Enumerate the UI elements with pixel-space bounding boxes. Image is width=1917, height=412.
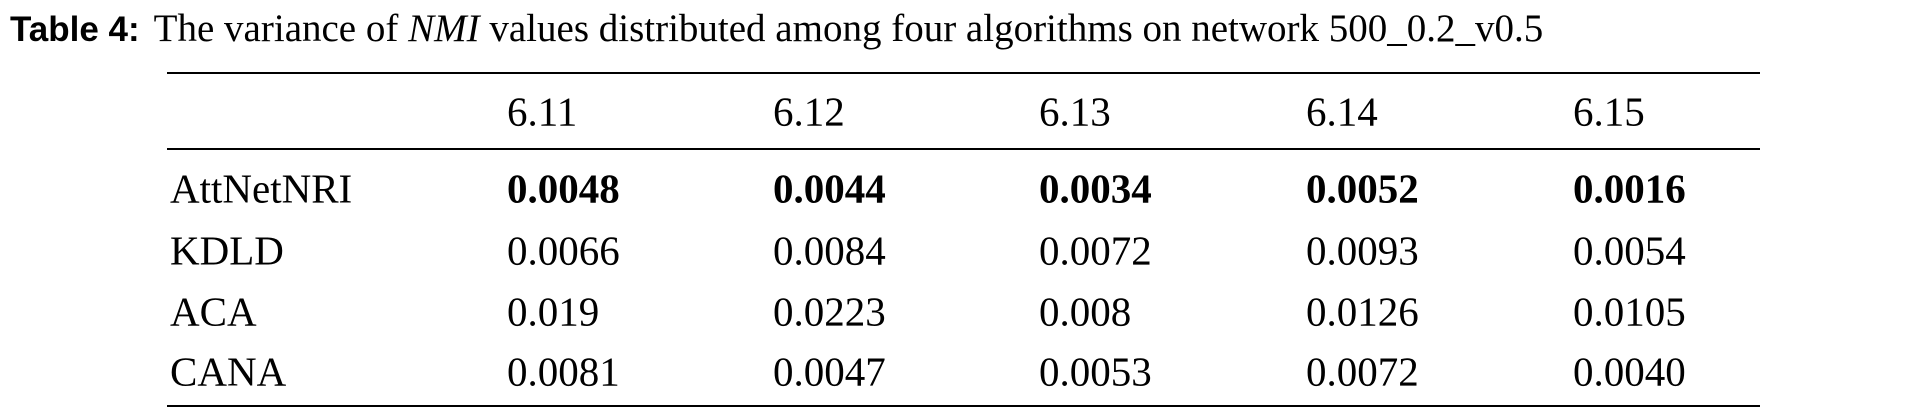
table-cell: 0.0016 [1573, 165, 1686, 212]
row-label: ACA [170, 288, 257, 335]
table-cell: 0.0093 [1306, 227, 1419, 274]
bottom-rule [167, 405, 1760, 407]
table-cell: 0.0066 [507, 227, 620, 274]
table-cell: 0.0052 [1306, 165, 1419, 212]
table-cell: 0.0072 [1039, 227, 1152, 274]
row-label: CANA [170, 348, 287, 395]
table-cell: 0.008 [1039, 288, 1132, 335]
row-label: KDLD [170, 227, 284, 274]
header-cell: 6.12 [773, 88, 845, 135]
caption-italic: NMI [408, 7, 480, 50]
table-cell: 0.0072 [1306, 348, 1419, 395]
table-cell: 0.0223 [773, 288, 886, 335]
table-cell: 0.019 [507, 288, 600, 335]
table-cell: 0.0084 [773, 227, 886, 274]
table-cell: 0.0044 [773, 165, 886, 212]
table-cell: 0.0047 [773, 348, 886, 395]
mid-rule [167, 148, 1760, 150]
header-cell: 6.11 [507, 88, 578, 135]
table-cell: 0.0040 [1573, 348, 1686, 395]
caption: Table 4: The variance of NMI values distr… [10, 6, 1543, 51]
caption-text: The variance of [153, 7, 409, 50]
header-cell: 6.14 [1306, 88, 1378, 135]
table-cell: 0.0034 [1039, 165, 1152, 212]
table-cell: 0.0105 [1573, 288, 1686, 335]
top-rule [167, 72, 1760, 74]
header-cell: 6.15 [1573, 88, 1645, 135]
table-cell: 0.0054 [1573, 227, 1686, 274]
table-cell: 0.0081 [507, 348, 620, 395]
header-cell: 6.13 [1039, 88, 1111, 135]
caption-text: values distributed among four algorithms… [479, 7, 1544, 50]
table-cell: 0.0126 [1306, 288, 1419, 335]
row-label: AttNetNRI [170, 165, 353, 212]
table-cell: 0.0053 [1039, 348, 1152, 395]
table-cell: 0.0048 [507, 165, 620, 212]
caption-label: Table 4: [10, 10, 140, 49]
